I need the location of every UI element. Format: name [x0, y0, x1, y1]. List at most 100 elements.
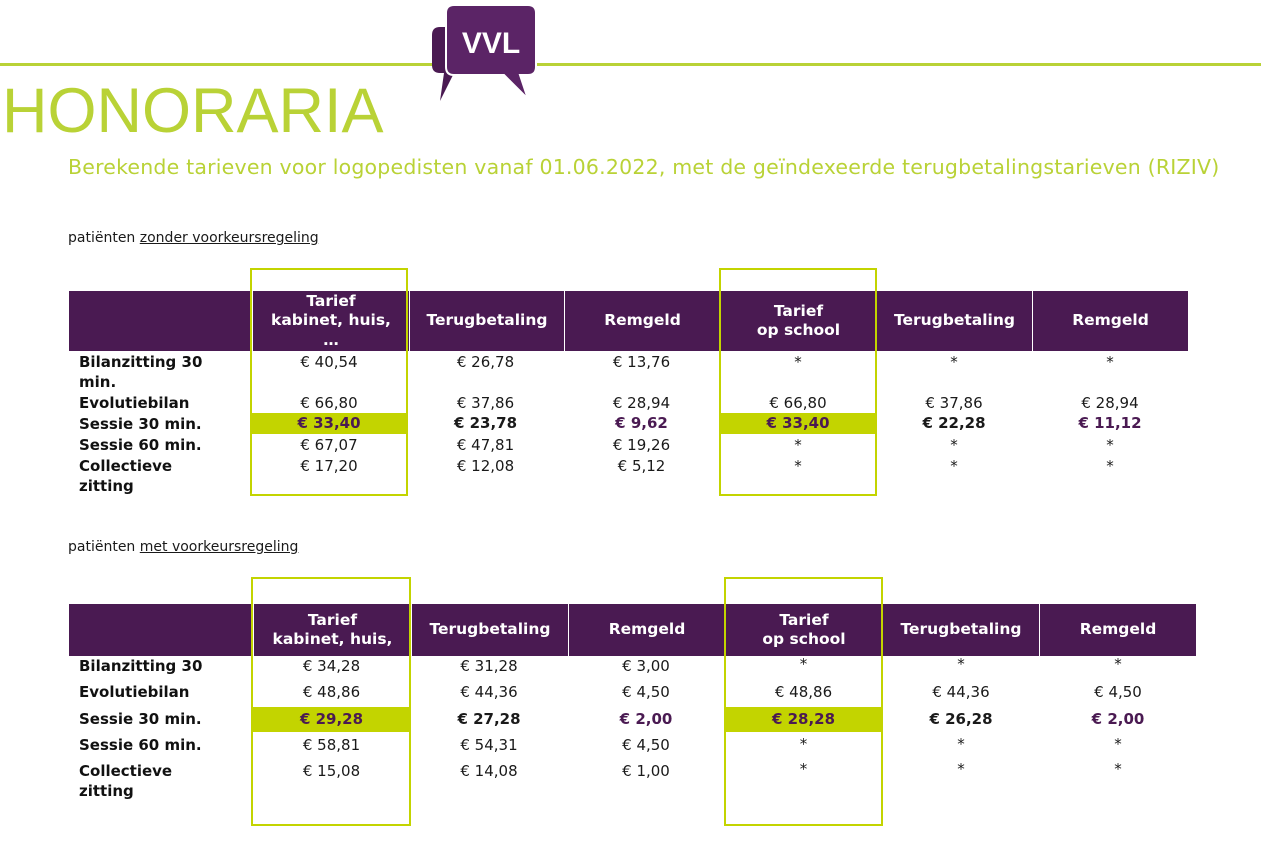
- table-cell: *: [794, 353, 802, 371]
- header-remgeld: Remgeld: [564, 291, 720, 351]
- table-header-zonder: Tarief kabinet, huis,… Terugbetaling Remg…: [69, 291, 1188, 351]
- table-cell: € 33,40: [766, 414, 830, 432]
- header-remgeld-school: Remgeld: [1032, 291, 1188, 351]
- table-cell: € 19,26: [612, 436, 671, 454]
- table-cell: € 4,50: [622, 736, 670, 754]
- section-label-prefix: patiënten: [68, 539, 140, 555]
- table-cell: *: [957, 655, 965, 673]
- highlight-sessie30-school: [725, 707, 882, 732]
- frame-tarief-kabinet: [251, 577, 411, 826]
- section-link-zonder[interactable]: zonder voorkeursregeling: [139, 230, 319, 246]
- top-accent-line: [0, 63, 1261, 66]
- table-cell: *: [794, 436, 802, 454]
- section-link-met[interactable]: met voorkeursregeling: [139, 539, 299, 555]
- table-cell: € 34,28: [302, 657, 361, 675]
- table-cell: *: [1114, 735, 1122, 753]
- row-label: Sessie 30 min.: [79, 710, 202, 728]
- frame-tarief-school: [724, 577, 883, 826]
- table-cell: € 9,62: [615, 414, 668, 432]
- header-remgeld-school: Remgeld: [1039, 604, 1196, 656]
- table-cell: € 3,00: [622, 657, 670, 675]
- table-cell: € 28,94: [1081, 394, 1139, 412]
- row-label: Sessie 30 min.: [79, 415, 202, 433]
- highlight-sessie30-kabinet: [253, 707, 410, 732]
- page-subtitle: Berekende tarieven voor logopedisten van…: [68, 155, 1220, 179]
- header-tarief-kabinet: Tarief kabinet, huis,: [253, 604, 411, 656]
- vvl-logo: VVL: [432, 4, 537, 101]
- table-cell: € 2,00: [1091, 710, 1145, 728]
- table-cell: *: [1114, 655, 1122, 673]
- table-cell: € 4,50: [1094, 683, 1142, 701]
- table-cell: *: [950, 457, 958, 475]
- table-cell: *: [1106, 353, 1114, 371]
- table-cell: *: [799, 760, 808, 778]
- table-cell: € 26,28: [929, 710, 993, 728]
- table-cell: € 27,28: [457, 710, 521, 728]
- row-label: Sessie 60 min.: [79, 736, 202, 754]
- table-cell: € 67,07: [300, 436, 358, 454]
- table-cell: *: [950, 353, 958, 371]
- table-cell: *: [799, 655, 808, 673]
- table-cell: € 12,08: [456, 457, 515, 475]
- table-cell: *: [799, 735, 808, 753]
- row-label: Sessie 60 min.: [79, 436, 202, 454]
- table-cell: € 2,00: [619, 710, 673, 728]
- table-cell: *: [794, 457, 802, 475]
- header-terugbetaling: Terugbetaling: [409, 291, 564, 351]
- highlight-sessie30-kabinet: [251, 413, 407, 434]
- table-cell: € 5,12: [617, 457, 666, 475]
- frame-tarief-school: [719, 268, 877, 496]
- page-title: HONORARIA: [2, 76, 384, 146]
- table-cell: € 66,80: [300, 394, 358, 412]
- table-cell: *: [957, 735, 965, 753]
- highlight-sessie30-school: [720, 413, 876, 434]
- table-cell: € 54,31: [460, 736, 518, 754]
- table-cell: € 66,80: [769, 394, 827, 412]
- table-cell: *: [957, 760, 965, 778]
- header-terugbetaling-school: Terugbetaling: [882, 604, 1039, 656]
- table-cell: € 48,86: [302, 683, 361, 701]
- section-label-met: patiënten met voorkeursregeling: [68, 539, 298, 555]
- table-cell: € 37,86: [925, 394, 983, 412]
- table-cell: € 1,00: [622, 762, 670, 780]
- table-cell: € 15,08: [302, 762, 361, 780]
- table-cell: € 47,81: [456, 436, 515, 454]
- row-label: Bilanzitting 30: [79, 657, 203, 675]
- table-cell: € 17,20: [300, 457, 358, 475]
- header-cell-empty: [69, 291, 252, 351]
- row-label: Collectieve zitting: [79, 762, 173, 800]
- table-cell: € 48,86: [774, 683, 833, 701]
- header-terugbetaling: Terugbetaling: [411, 604, 568, 656]
- table-cell: € 40,54: [300, 353, 358, 371]
- row-label: Collectieve zitting: [79, 457, 173, 495]
- header-cell-empty: [69, 604, 253, 656]
- table-cell: € 13,76: [612, 353, 671, 371]
- table-cell: *: [1106, 436, 1114, 454]
- table-cell: € 22,28: [922, 414, 986, 432]
- table-cell: € 4,50: [622, 683, 670, 701]
- table-cell: € 23,78: [453, 414, 518, 432]
- table-cell: *: [1106, 457, 1114, 475]
- table-cell: € 26,78: [456, 353, 515, 371]
- table-cell: € 14,08: [460, 762, 518, 780]
- table-cell: € 37,86: [456, 394, 515, 412]
- table-cell: *: [1114, 760, 1122, 778]
- table-cell: € 28,94: [612, 394, 671, 412]
- header-terugbetaling-school: Terugbetaling: [876, 291, 1032, 351]
- section-label-prefix: patiënten: [68, 230, 140, 246]
- table-cell: € 31,28: [460, 657, 518, 675]
- table-cell: € 58,81: [302, 736, 361, 754]
- row-label: Bilanzitting 30 min.: [79, 353, 203, 391]
- header-remgeld: Remgeld: [568, 604, 725, 656]
- table-header-met: Tarief kabinet, huis, Terugbetaling Remge…: [69, 604, 1196, 656]
- table-cell: € 11,12: [1078, 414, 1142, 432]
- table-cell: € 29,28: [299, 710, 364, 728]
- svg-text:VVL: VVL: [462, 27, 520, 60]
- row-label: Evolutiebilan: [79, 394, 190, 412]
- section-label-zonder: patiënten zonder voorkeursregeling: [68, 230, 319, 246]
- frame-tarief-kabinet: [250, 268, 408, 496]
- table-cell: € 33,40: [297, 414, 361, 432]
- table-cell: € 44,36: [460, 683, 518, 701]
- table-cell: € 44,36: [932, 683, 990, 701]
- table-cell: *: [950, 436, 958, 454]
